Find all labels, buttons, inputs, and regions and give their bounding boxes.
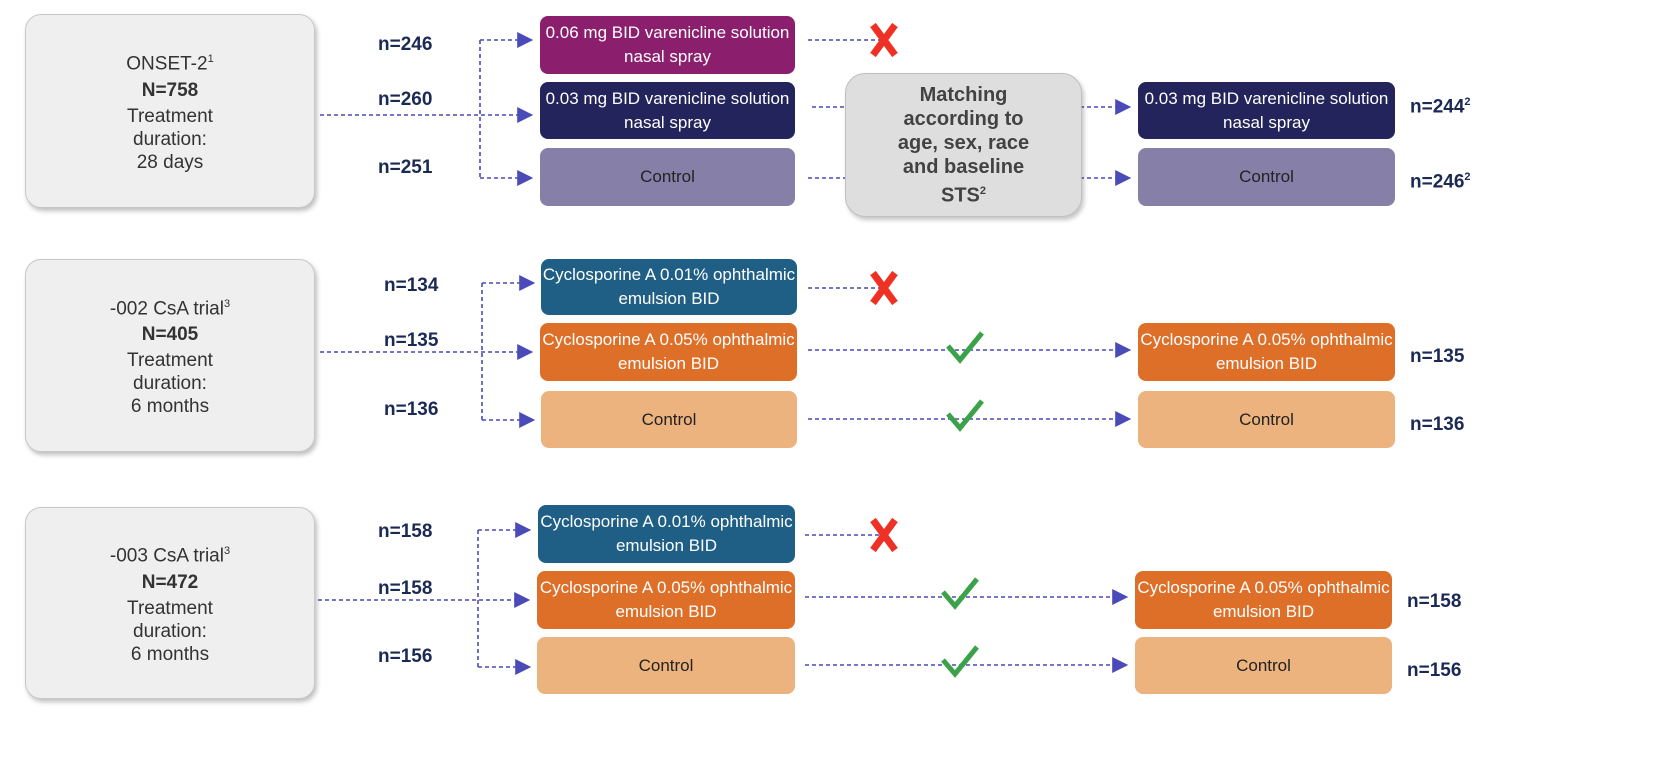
arm-n: n=158: [378, 578, 433, 599]
duration: 28 days: [136, 151, 204, 173]
arm-csa-001: Cyclosporine A 0.01% ophthalmic emulsion…: [538, 505, 795, 563]
trial-name: ONSET-21: [126, 53, 214, 75]
matching-box: Matching according to age, sex, race and…: [845, 73, 1082, 217]
final-arm-control: Control: [1135, 637, 1392, 694]
trial-box-onset2: ONSET-21 N=758 Treatment duration: 28 da…: [25, 14, 315, 208]
final-arm-csa-005: Cyclosporine A 0.05% ophthalmic emulsion…: [1138, 323, 1395, 381]
final-arm-csa-005: Cyclosporine A 0.05% ophthalmic emulsion…: [1135, 571, 1392, 629]
duration: 6 months: [130, 396, 210, 418]
arm-csa-005: Cyclosporine A 0.05% ophthalmic emulsion…: [540, 323, 797, 381]
final-n: n=2442: [1410, 96, 1471, 118]
arm-varenicline-006: 0.06 mg BID varenicline solution nasal s…: [540, 16, 795, 74]
arm-csa-005: Cyclosporine A 0.05% ophthalmic emulsion…: [537, 571, 795, 629]
final-n: n=156: [1407, 660, 1462, 681]
cross-icon: [870, 22, 898, 553]
trial-name: -002 CsA trial3: [109, 297, 231, 320]
trial-total-n: N=758: [141, 79, 199, 101]
arm-n: n=158: [378, 521, 433, 542]
arm-n: n=246: [378, 34, 433, 55]
arm-csa-001: Cyclosporine A 0.01% ophthalmic emulsion…: [541, 259, 797, 315]
arm-varenicline-003: 0.03 mg BID varenicline solution nasal s…: [540, 82, 795, 139]
trial-box-002: -002 CsA trial3 N=405 Treatment duration…: [25, 259, 315, 452]
trial-name: -003 CsA trial3: [109, 545, 231, 567]
final-n: n=136: [1410, 414, 1465, 435]
duration: 6 months: [130, 643, 210, 665]
final-n: n=158: [1407, 591, 1462, 612]
duration-label: Treatment duration:: [127, 105, 213, 150]
arm-n: n=135: [384, 330, 439, 351]
arm-control: Control: [540, 148, 795, 206]
arm-n: n=134: [384, 275, 439, 296]
trial-total-n: N=472: [141, 571, 199, 593]
arm-n: n=260: [378, 89, 433, 110]
final-n: n=135: [1410, 346, 1465, 367]
duration-label: Treatment duration:: [127, 350, 213, 395]
trial-total-n: N=405: [141, 324, 199, 346]
check-icon: [941, 331, 984, 678]
arm-control: Control: [537, 637, 795, 694]
final-arm-control: Control: [1138, 148, 1395, 206]
arm-control: Control: [541, 391, 797, 448]
final-arm-control: Control: [1138, 391, 1395, 448]
trial-box-003: -003 CsA trial3 N=472 Treatment duration…: [25, 507, 315, 699]
arm-n: n=136: [384, 399, 439, 420]
arm-n: n=251: [378, 157, 433, 178]
duration-label: Treatment duration:: [127, 597, 213, 642]
final-arm-varenicline-003: 0.03 mg BID varenicline solution nasal s…: [1138, 82, 1395, 139]
arm-n: n=156: [378, 646, 433, 667]
final-n: n=2462: [1410, 171, 1471, 193]
